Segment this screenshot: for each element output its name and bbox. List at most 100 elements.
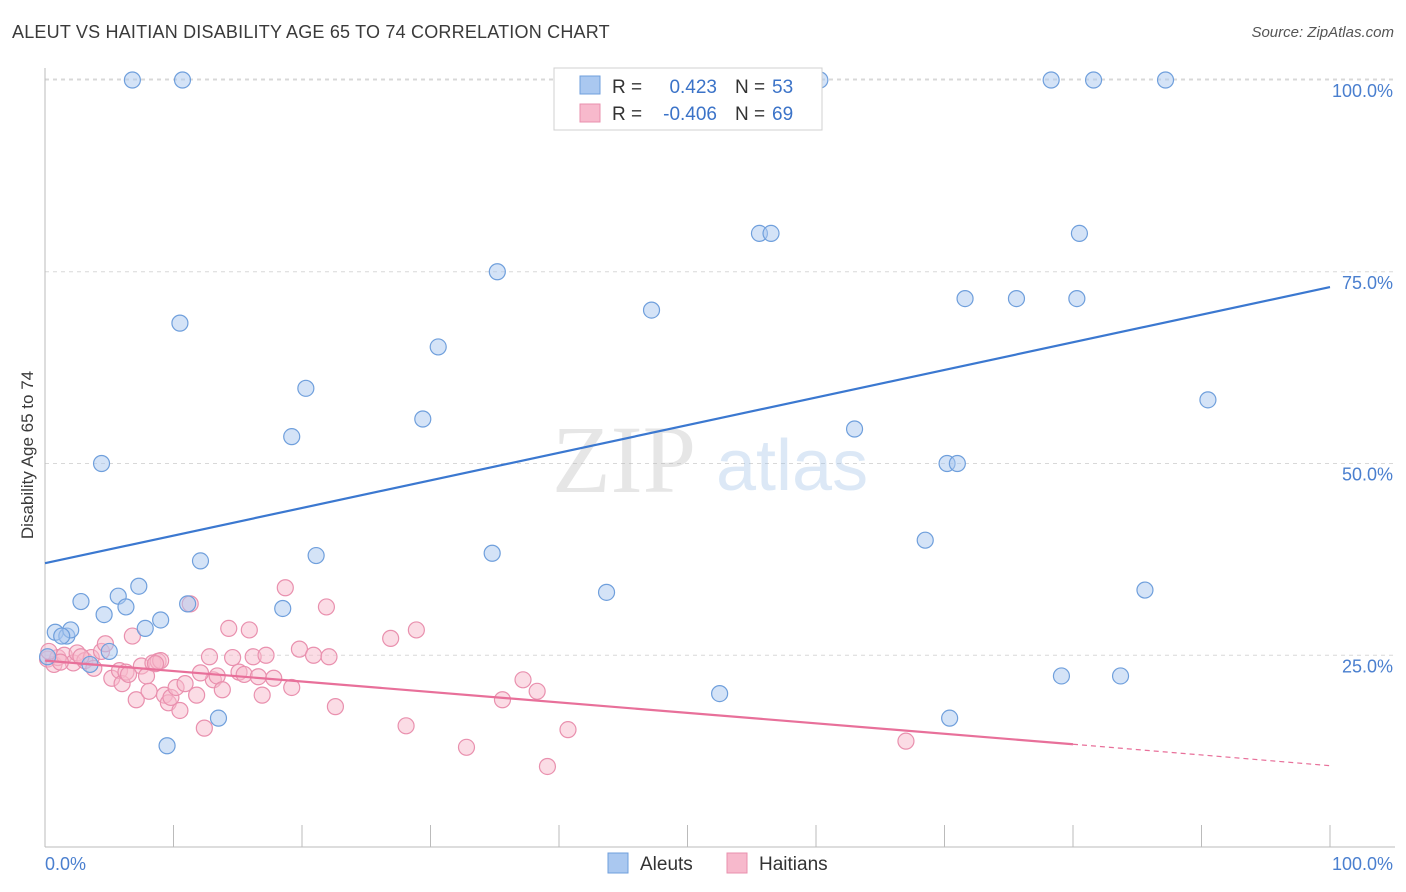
legend-swatch-aleut <box>579 75 601 95</box>
haitian-point <box>283 678 301 697</box>
aleut-point <box>152 611 170 629</box>
y-tick-label: 50.0% <box>1342 465 1393 485</box>
y-axis-label: Disability Age 65 to 74 <box>18 371 37 539</box>
aleut-point <box>956 289 974 308</box>
aleut-point <box>173 71 192 89</box>
aleut-point <box>209 709 228 727</box>
aleut-point <box>92 454 111 473</box>
haitian-point <box>528 682 546 700</box>
haitian-point <box>235 665 253 684</box>
haitian-point <box>457 738 476 756</box>
aleut-point <box>171 314 189 332</box>
legend-r-label-2: R = <box>612 104 642 125</box>
haitian-trend-line-extension <box>1072 743 1331 767</box>
x-tick-label-max: 100.0% <box>1332 854 1393 874</box>
chart-title: ALEUT VS HAITIAN DISABILITY AGE 65 TO 74… <box>12 22 610 42</box>
haitian-point <box>171 701 189 720</box>
haitian-points <box>38 579 915 776</box>
legend-n-value-1: 53 <box>772 77 793 98</box>
series-legend-swatch-haitians <box>726 852 748 874</box>
aleut-point <box>283 428 301 446</box>
source-label: Source: ZipAtlas.com <box>1251 24 1394 41</box>
haitian-point <box>224 648 242 667</box>
haitian-point <box>326 698 345 716</box>
watermark-atlas: atlas <box>716 426 868 506</box>
haitian-point <box>290 640 309 658</box>
y-tick-label: 100.0% <box>1332 81 1393 101</box>
series-legend-label-haitians: Haitians <box>759 854 828 875</box>
series-legend: Aleuts Haitians <box>607 852 828 875</box>
legend-r-value-2: -0.406 <box>663 104 717 125</box>
haitian-point <box>407 621 425 639</box>
aleut-point <box>72 592 90 611</box>
legend-n-value-2: 69 <box>772 104 793 125</box>
haitian-point <box>140 682 158 700</box>
aleut-point <box>711 684 729 703</box>
haitian-point <box>559 721 577 739</box>
legend-n-label-1: N = <box>735 77 765 98</box>
haitian-point <box>897 732 915 750</box>
aleut-point <box>117 598 135 616</box>
haitian-point <box>220 619 238 638</box>
watermark: ZIP atlas <box>552 406 868 513</box>
y-tick-label: 25.0% <box>1342 656 1393 676</box>
x-tick-label-min: 0.0% <box>45 854 86 874</box>
haitian-point <box>123 627 141 645</box>
aleut-point <box>429 338 447 356</box>
aleut-point <box>642 301 661 319</box>
haitian-point <box>127 691 145 709</box>
legend-r-value-1: 0.423 <box>669 77 717 98</box>
aleut-point <box>307 546 325 565</box>
haitian-point <box>240 621 258 639</box>
haitian-point <box>276 579 294 597</box>
aleut-point <box>1136 581 1154 599</box>
grid-lines <box>45 78 1395 656</box>
aleut-point <box>1052 667 1071 685</box>
aleut-point <box>1068 289 1086 308</box>
haitian-point <box>257 646 275 664</box>
aleut-point <box>948 454 966 473</box>
tick-labels: 25.0% 50.0% 75.0% 100.0% 0.0% 100.0% <box>45 81 1393 874</box>
aleut-point <box>297 379 315 397</box>
haitian-trend-line <box>44 659 1074 746</box>
haitian-point <box>253 686 271 704</box>
aleut-point <box>130 577 148 595</box>
haitian-point <box>538 757 557 776</box>
haitian-point <box>195 719 213 737</box>
aleut-trend-line <box>44 286 1331 565</box>
aleut-point <box>1156 71 1175 89</box>
haitian-point <box>146 655 165 673</box>
haitian-point <box>200 648 219 666</box>
aleut-point <box>1042 71 1060 89</box>
aleut-point <box>762 224 780 242</box>
legend-r-label-1: R = <box>612 77 642 98</box>
aleut-point <box>483 544 501 562</box>
aleut-point <box>95 605 113 624</box>
axes <box>44 68 1395 848</box>
haitian-point <box>176 675 194 693</box>
stats-legend: R = 0.423 N = 53 R = -0.406 N = 69 <box>553 67 823 131</box>
legend-swatch-haitian <box>579 103 601 123</box>
aleut-point <box>488 263 506 281</box>
haitian-point <box>320 648 338 666</box>
trend-lines <box>44 286 1331 767</box>
legend-n-label-2: N = <box>735 104 765 125</box>
series-legend-label-aleuts: Aleuts <box>640 854 693 875</box>
aleut-point <box>191 552 210 570</box>
watermark-zip: ZIP <box>552 406 696 513</box>
aleut-point <box>845 420 864 438</box>
haitian-point <box>304 646 323 664</box>
aleut-point <box>916 531 934 549</box>
aleut-point <box>1070 224 1089 242</box>
aleut-point <box>100 642 118 661</box>
aleut-point <box>158 737 176 755</box>
aleut-point <box>53 627 71 645</box>
aleut-point <box>1007 289 1026 308</box>
haitian-point <box>382 629 400 647</box>
aleut-points <box>38 71 1217 755</box>
haitian-point <box>213 681 231 699</box>
aleut-point <box>1199 391 1217 409</box>
aleut-point <box>941 709 959 727</box>
haitian-point <box>397 717 415 735</box>
